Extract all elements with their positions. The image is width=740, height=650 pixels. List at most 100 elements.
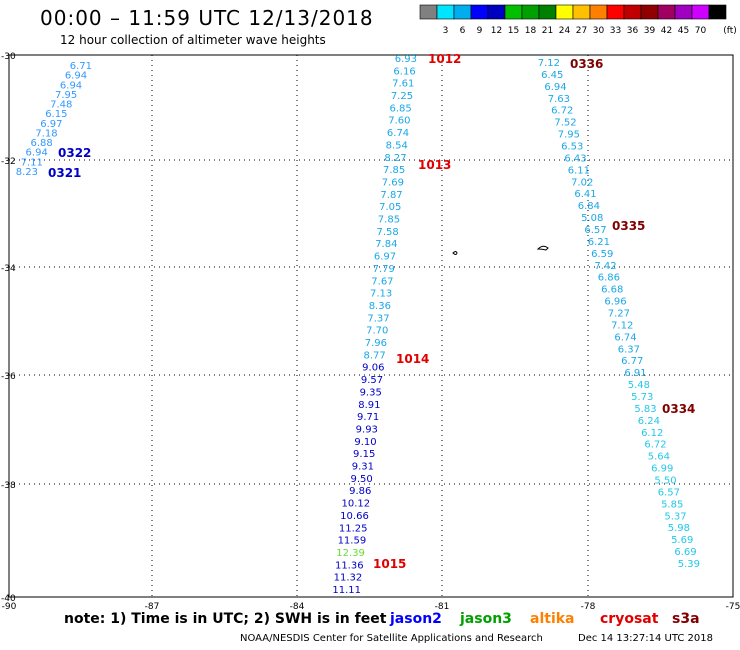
wave-height-value: 5.48 <box>628 380 650 391</box>
wave-height-value: 11.25 <box>339 523 368 534</box>
wave-height-value: 8.54 <box>386 140 408 151</box>
wave-height-value: 6.94 <box>60 80 82 91</box>
wave-height-value: 7.02 <box>571 177 593 188</box>
wave-height-value: 6.94 <box>26 148 48 159</box>
island-shape <box>452 251 458 255</box>
wave-height-value: 12.39 <box>336 548 365 559</box>
latitude-label: -38 <box>1 481 16 491</box>
latitude-label: -30 <box>1 52 16 62</box>
wave-height-value: 6.97 <box>374 252 396 263</box>
wave-height-value: 7.60 <box>388 116 410 127</box>
wave-height-value: 7.18 <box>35 128 57 139</box>
latitude-label: -36 <box>1 372 16 382</box>
latitude-label: -32 <box>1 157 16 167</box>
wave-height-value: 7.48 <box>50 100 72 111</box>
wave-height-value: 6.15 <box>45 109 67 120</box>
wave-height-value: 9.93 <box>356 424 378 435</box>
wave-height-value: 10.12 <box>341 499 370 510</box>
wave-height-value: 6.96 <box>604 297 626 308</box>
wave-height-value: 9.86 <box>349 486 371 497</box>
colorbar-label: 39 <box>644 26 656 36</box>
wave-height-value: 6.71 <box>70 61 92 72</box>
pass-time-label: 1012 <box>428 52 461 66</box>
wave-height-value: 7.63 <box>548 94 570 105</box>
wave-height-value: 8.27 <box>384 153 406 164</box>
wave-height-value: 11.11 <box>332 585 361 596</box>
wave-height-value: 7.58 <box>377 227 399 238</box>
pass-time-label: 1013 <box>418 158 451 172</box>
wave-height-value: 6.93 <box>395 54 417 65</box>
wave-height-value: 7.25 <box>391 91 413 102</box>
wave-height-value: 6.11 <box>568 165 590 176</box>
wave-height-value: 9.57 <box>361 375 383 386</box>
wave-height-value: 7.70 <box>366 326 388 337</box>
note-text: note: 1) Time is in UTC; 2) SWH is in fe… <box>64 611 387 627</box>
wave-height-value: 6.97 <box>40 119 62 130</box>
colorbar-label: 12 <box>491 26 502 36</box>
wave-height-value: 5.64 <box>648 452 670 463</box>
wave-height-value: 9.71 <box>357 412 379 423</box>
colorbar-label: 30 <box>593 26 605 36</box>
wave-height-value: 6.41 <box>574 189 596 200</box>
pass-time-label: 0321 <box>48 166 81 180</box>
longitude-label: -81 <box>435 602 450 612</box>
longitude-label: -87 <box>145 602 160 612</box>
wave-height-value: 6.24 <box>638 416 660 427</box>
wave-height-value: 7.95 <box>558 130 580 141</box>
longitude-label: -84 <box>290 602 305 612</box>
wave-height-value: 7.67 <box>371 276 393 287</box>
legend-altika: altika <box>530 611 575 627</box>
wave-height-value: 7.42 <box>594 261 616 272</box>
colorbar-label: 3 <box>443 26 449 36</box>
wave-height-value: 8.23 <box>16 167 38 178</box>
wave-height-value: 7.85 <box>378 215 400 226</box>
wave-height-value: 7.61 <box>392 79 414 90</box>
wave-height-value: 7.95 <box>55 90 77 101</box>
wave-height-value: 5.37 <box>664 511 686 522</box>
pass-time-label: 0334 <box>662 402 695 416</box>
wave-height-value: 6.74 <box>614 332 636 343</box>
legend-cryosat: cryosat <box>600 611 659 627</box>
wave-height-value: 5.85 <box>661 499 683 510</box>
colorbar-label: 18 <box>525 26 537 36</box>
island-shape <box>536 245 549 251</box>
wave-height-value: 6.94 <box>65 71 87 82</box>
wave-height-value: 11.59 <box>338 536 367 547</box>
wave-height-value: 5.50 <box>654 476 676 487</box>
colorbar-label: 27 <box>576 26 587 36</box>
wave-height-value: 6.91 <box>624 368 646 379</box>
longitude-label: -90 <box>2 602 17 612</box>
wave-height-value: 6.72 <box>551 106 573 117</box>
wave-height-value: 9.10 <box>354 437 376 448</box>
wave-height-value: 9.35 <box>360 387 382 398</box>
wave-height-value: 6.68 <box>601 285 623 296</box>
wave-height-value: 6.37 <box>618 344 640 355</box>
pass-time-label: 1014 <box>396 352 429 366</box>
wave-height-value: 6.43 <box>564 153 586 164</box>
latitude-label: -34 <box>1 264 16 274</box>
wave-height-value: 7.79 <box>373 264 395 275</box>
wave-height-value: 5.08 <box>581 213 603 224</box>
wave-height-value: 6.86 <box>598 273 620 284</box>
colorbar-label: 36 <box>627 26 639 36</box>
wave-height-value: 9.06 <box>362 363 384 374</box>
wave-height-value: 9.31 <box>352 462 374 473</box>
colorbar-label: 45 <box>678 26 689 36</box>
wave-height-value: 11.32 <box>334 573 363 584</box>
pass-time-label: 0336 <box>570 57 603 71</box>
wave-height-value: 7.96 <box>365 338 387 349</box>
pass-time-label: 0322 <box>58 146 91 160</box>
wave-height-value: 5.98 <box>668 523 690 534</box>
wave-height-value: 6.99 <box>651 464 673 475</box>
footer-credit: NOAA/NESDIS Center for Satellite Applica… <box>240 633 543 644</box>
colorbar-unit: (ft) <box>723 26 737 36</box>
wave-height-value: 6.45 <box>541 70 563 81</box>
colorbar-label: 42 <box>661 26 672 36</box>
wave-height-value: 6.57 <box>658 487 680 498</box>
latitude-label: -40 <box>1 594 16 604</box>
wave-height-value: 6.72 <box>644 440 666 451</box>
legend-jason3: jason3 <box>460 611 512 627</box>
map-frame <box>8 54 734 598</box>
wave-height-value: 7.11 <box>21 157 43 168</box>
legend-s3a: s3a <box>672 611 700 627</box>
